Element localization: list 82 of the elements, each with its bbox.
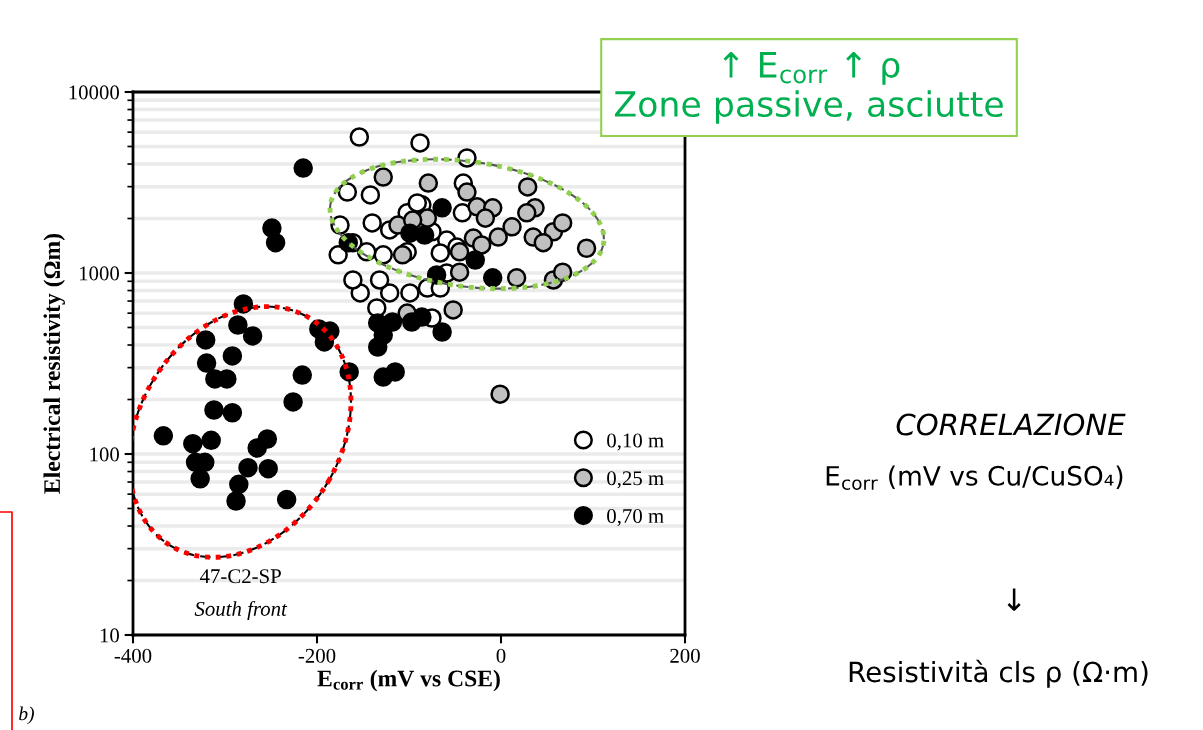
point [283,392,303,412]
point [400,283,420,303]
text: b) [19,706,34,725]
point [490,384,510,404]
point [432,322,452,342]
legend-label: 0,25 m [607,471,664,489]
point [373,167,393,187]
x-tick-label: 200 [670,648,700,663]
point [552,213,573,233]
point [265,232,286,253]
point [238,457,258,478]
text: ↓ [1007,588,1021,611]
point [488,227,508,247]
point [369,270,390,290]
point [502,217,522,237]
x-tick-label: 0 [496,648,506,663]
point [517,177,538,197]
text: E$_{corr}$ (mV vs Cu/CuSO₄) [826,465,1123,490]
point [457,182,477,202]
point [217,369,237,389]
point [533,232,554,253]
point [293,158,313,178]
point [201,430,221,451]
point [576,238,597,259]
y-tick-label: 1000 [79,266,120,281]
point [412,307,432,327]
point [414,225,435,245]
point [379,283,400,303]
text: CORRELAZIONE [896,413,1126,436]
point [222,346,243,366]
x-tick-label: -200 [298,648,336,663]
point [452,203,473,223]
point [242,326,263,346]
point [449,262,470,282]
point [360,185,381,205]
y-tick-label: 100 [90,447,120,462]
point [292,365,313,385]
point [328,245,348,265]
point [343,270,363,290]
point [229,474,249,495]
point [475,208,496,228]
y-tick-label: 10000 [69,85,120,100]
annotation: ↑ E$_{corr}$ ↑ ρ Zone passive, asciutte [614,51,1003,124]
annotation: 47-C2-SP [199,569,281,584]
point [482,268,503,288]
point [258,458,278,479]
x-axis-title: E$_{corr}$ (mV vs CSE) [317,669,500,692]
x-tick-label: -400 [114,648,152,663]
point [195,330,216,350]
point [506,268,527,288]
legend-label: 0,70 m [607,509,664,527]
point [204,400,224,420]
point [432,198,452,218]
point [349,127,370,147]
point [183,433,203,454]
point [257,429,278,449]
point [471,235,492,255]
y-tick-label: 10 [100,628,120,643]
point [276,489,297,510]
point [443,300,463,320]
point [362,213,382,233]
point [196,353,217,373]
point [222,403,243,423]
point [407,193,428,213]
point [418,173,439,193]
point [465,250,485,270]
point [517,203,537,223]
point [385,362,405,382]
point [430,243,451,263]
point [337,182,358,202]
text: Resistività cls ρ (Ω·m) [849,659,1148,688]
point [226,491,246,511]
point [392,245,413,265]
point [382,312,403,332]
point [153,426,174,446]
point [228,315,248,335]
annotation: South front [194,601,288,621]
point [190,468,210,489]
y-axis-title: Electrical resistivity (Ωm) [43,234,65,494]
point [410,133,430,153]
legend-label: 0,10 m [607,433,664,451]
point [449,242,470,262]
